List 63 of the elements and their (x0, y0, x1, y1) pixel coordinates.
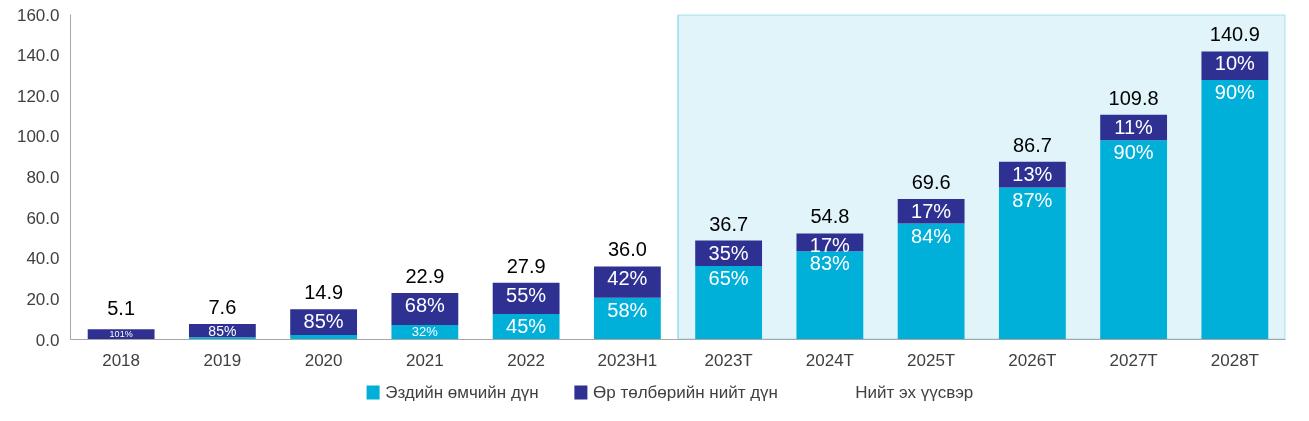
annotation: 58% (607, 298, 648, 321)
y-tick-label: 20.0 (26, 289, 60, 309)
annotation: 13% (1012, 162, 1053, 185)
y-tick-label: 40.0 (26, 249, 60, 269)
x-tick-label: 2028T (1210, 350, 1259, 370)
annotation: 35% (708, 241, 749, 264)
x-tick-label: 2025T (907, 350, 956, 370)
annotation: 36.0 (607, 238, 647, 261)
annotation: 87% (1012, 188, 1053, 211)
annotation: 69.6 (911, 170, 951, 193)
bar (796, 251, 864, 340)
x-tick-label: 2018 (102, 350, 141, 370)
annotation: 55% (506, 283, 547, 306)
annotation: 68% (404, 293, 446, 316)
annotation: 10% (1214, 52, 1256, 75)
bar (188, 337, 256, 340)
y-tick-label: 100.0 (16, 127, 60, 147)
y-tick-label: 120.0 (16, 86, 60, 106)
x-tick-label: 2019 (203, 350, 242, 370)
annotation: 54.8 (810, 205, 850, 228)
bar (1201, 79, 1269, 340)
annotation: 42% (607, 267, 648, 290)
bar (290, 335, 358, 340)
bar (695, 265, 763, 340)
bar (897, 223, 965, 340)
text: Нийт эх үүсвэр (855, 383, 974, 402)
x-tick-label: 2023H1 (597, 350, 658, 370)
x-tick-label: 2023T (704, 350, 753, 370)
y-tick-label: 60.0 (26, 208, 60, 228)
annotation: 90% (1214, 80, 1256, 103)
y-tick-label: 140.0 (16, 46, 60, 66)
annotation: 85% (208, 322, 237, 339)
bar (998, 187, 1066, 340)
annotation: 14.9 (304, 281, 344, 304)
annotation: 7.6 (208, 296, 237, 319)
annotation: 140.9 (1209, 23, 1260, 46)
annotation: 85% (303, 310, 344, 333)
annotation: 5.1 (107, 297, 136, 320)
legend-label: Эздийн өмчийн дүн (385, 383, 539, 402)
annotation: 90% (1113, 141, 1154, 164)
annotation: 45% (506, 315, 547, 338)
y-tick-label: 0.0 (35, 330, 60, 350)
x-tick-label: 2020 (304, 350, 343, 370)
annotation: 84% (911, 224, 952, 247)
annotation: 17% (911, 199, 952, 222)
annotation: 11% (1114, 115, 1154, 138)
legend-label: Өр төлбөрийн нийт дүн (593, 383, 779, 402)
annotation: 101% (109, 328, 133, 339)
x-tick-label: 2024T (805, 350, 854, 370)
x-tick-label: 2027T (1109, 350, 1158, 370)
y-tick-label: 80.0 (26, 168, 60, 187)
x-tick-label: 2022 (507, 350, 546, 370)
bar (1100, 140, 1168, 340)
annotation: 109.8 (1108, 86, 1159, 109)
annotation: 65% (708, 266, 749, 289)
y-tick-label: 160.0 (16, 5, 60, 25)
x-tick-label: 2021 (405, 350, 444, 370)
annotation: 22.9 (405, 264, 445, 287)
annotation: 86.7 (1012, 133, 1052, 156)
annotation: 32% (411, 323, 439, 339)
x-tick-label: 2026T (1008, 350, 1057, 370)
annotation: 27.9 (506, 254, 546, 277)
annotation: 36.7 (709, 212, 749, 235)
